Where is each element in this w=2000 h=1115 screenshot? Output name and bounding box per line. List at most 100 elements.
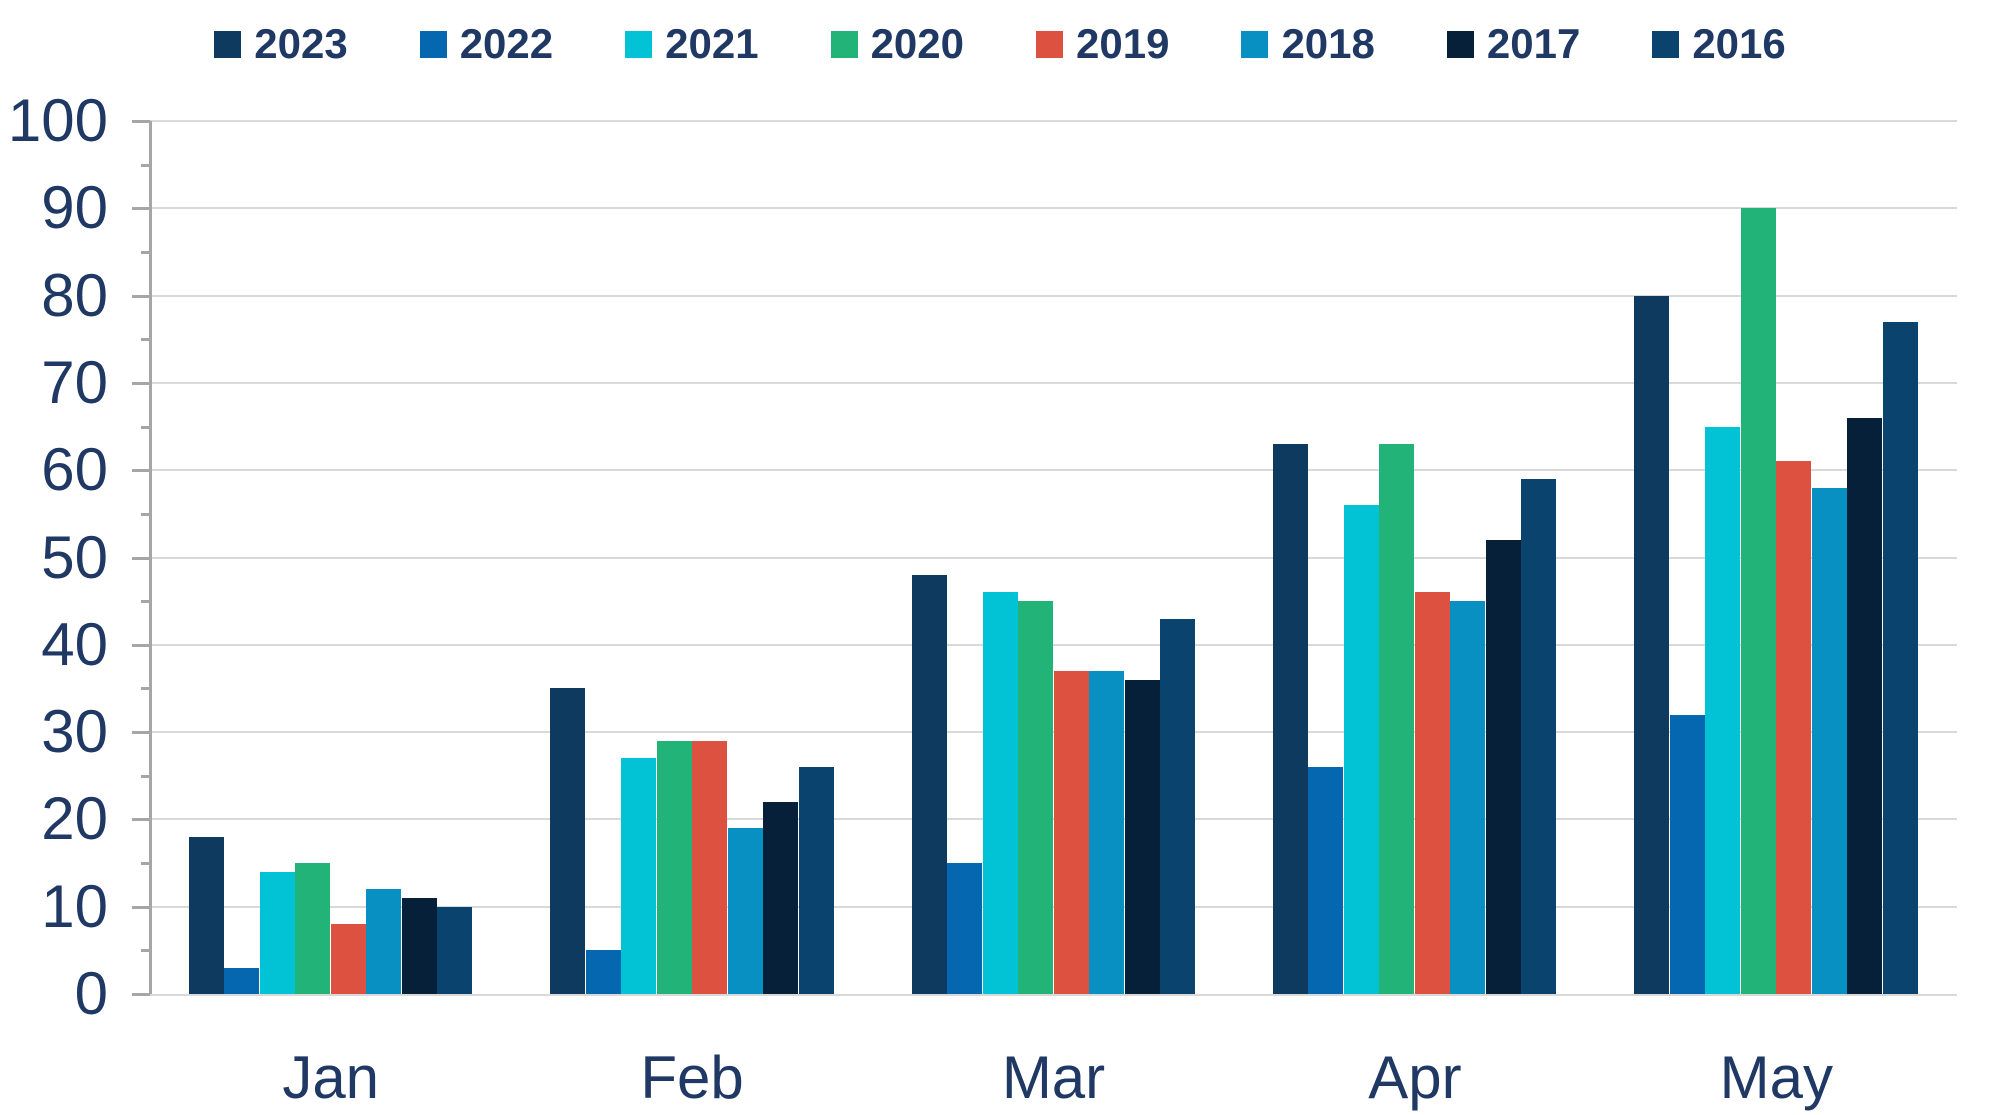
x-axis-label-May: May	[1719, 1044, 1833, 1111]
y-tick-minor	[141, 774, 150, 778]
bar-2022-May	[1669, 714, 1705, 994]
bar-2022-Mar	[947, 863, 982, 994]
x-axis-label-Feb: Feb	[640, 1044, 744, 1111]
bar-2019-Apr	[1414, 592, 1450, 994]
bar-2023-May	[1634, 295, 1670, 994]
legend-swatch-icon	[1446, 30, 1474, 58]
bar-2023-Feb	[550, 688, 586, 994]
legend-label: 2020	[870, 20, 964, 67]
y-tick-minor	[141, 862, 150, 866]
y-axis-label: 60	[41, 436, 108, 504]
y-axis-label: 30	[41, 698, 108, 766]
bar-2017-Feb	[763, 801, 799, 994]
y-gridline	[150, 207, 1957, 210]
y-tick-minor	[141, 949, 150, 953]
legend-label: 2022	[459, 20, 554, 67]
bar-2018-Mar	[1089, 670, 1124, 994]
y-tick-major	[132, 120, 150, 123]
y-tick-minor	[141, 250, 150, 254]
bar-2021-Jan	[259, 871, 295, 994]
bar-2017-May	[1847, 417, 1883, 994]
bar-2021-Feb	[621, 758, 657, 994]
legend-label: 2018	[1281, 20, 1375, 67]
y-tick-major	[132, 905, 150, 909]
bar-2021-Apr	[1343, 505, 1379, 994]
bar-2016-May	[1882, 321, 1918, 994]
legend-item-2018: 2018	[1241, 20, 1375, 67]
chart-legend: 2023 2022 2021 2020 2019 2018 2017 2016	[0, 14, 2000, 74]
x-axis-label-Apr: Apr	[1368, 1044, 1462, 1111]
legend-swatch-icon	[625, 30, 653, 58]
legend-swatch-icon	[419, 30, 447, 58]
bar-2016-Jan	[437, 906, 473, 994]
bar-2021-May	[1705, 426, 1741, 994]
x-axis-label-Jan: Jan	[282, 1044, 380, 1111]
bar-2018-Jan	[366, 889, 402, 994]
legend-item-2020: 2020	[830, 20, 964, 67]
bar-2016-Apr	[1521, 478, 1557, 994]
bar-2018-Apr	[1450, 601, 1486, 994]
legend-label: 2017	[1486, 20, 1581, 67]
bar-2023-Apr	[1272, 444, 1308, 994]
bar-2020-Apr	[1379, 444, 1415, 994]
legend-swatch-icon	[830, 30, 858, 58]
y-axis-label: 20	[41, 785, 108, 853]
legend-swatch-icon	[1036, 30, 1063, 58]
legend-label: 2019	[1076, 20, 1170, 67]
x-axis-baseline	[150, 994, 1957, 996]
legend-item-2016: 2016	[1652, 20, 1786, 67]
legend-swatch-icon	[1241, 30, 1269, 58]
y-gridline	[150, 120, 1957, 122]
bar-2020-Feb	[656, 740, 692, 994]
y-tick-minor	[141, 512, 150, 516]
bar-2016-Mar	[1160, 618, 1195, 994]
bar-2022-Feb	[585, 950, 621, 994]
bar-2016-Feb	[798, 767, 834, 994]
y-gridline	[150, 469, 1957, 472]
y-axis-label: 100	[7, 87, 108, 154]
bar-2022-Jan	[224, 967, 260, 994]
bar-2021-Mar	[982, 592, 1018, 994]
bar-2018-Feb	[727, 828, 763, 994]
bar-2019-Feb	[692, 740, 728, 994]
y-tick-major	[132, 207, 150, 211]
y-tick-minor	[141, 425, 150, 429]
bar-2017-Jan	[401, 897, 437, 994]
bar-2017-Mar	[1124, 679, 1160, 994]
y-tick-major	[132, 556, 150, 560]
legend-item-2017: 2017	[1446, 20, 1581, 67]
legend-label: 2016	[1692, 20, 1786, 67]
y-gridline	[150, 556, 1957, 559]
y-tick-major	[132, 469, 150, 473]
bar-2019-Mar	[1053, 670, 1089, 994]
y-axis-label: 10	[41, 872, 108, 940]
legend-label: 2021	[665, 20, 759, 67]
legend-item-2019: 2019	[1036, 23, 1169, 65]
bar-2019-Jan	[330, 924, 366, 994]
legend-label: 2023	[254, 20, 348, 67]
bar-2022-Apr	[1308, 767, 1344, 994]
y-tick-minor	[141, 338, 150, 342]
y-axis-line	[149, 121, 152, 996]
bar-2023-Mar	[911, 574, 947, 994]
bar-2019-May	[1776, 461, 1812, 994]
y-axis-label: 0	[74, 960, 108, 1027]
y-tick-major	[132, 643, 150, 647]
y-gridline	[150, 381, 1957, 384]
y-axis-label: 90	[41, 174, 108, 242]
y-axis-label: 70	[41, 348, 108, 416]
y-tick-major	[132, 993, 150, 996]
y-gridline	[150, 294, 1957, 297]
y-tick-minor	[141, 600, 150, 604]
bar-2023-Jan	[188, 836, 224, 994]
y-tick-major	[132, 294, 150, 298]
x-axis-label-Mar: Mar	[1001, 1044, 1106, 1111]
bar-2018-May	[1811, 487, 1847, 994]
y-gridline	[150, 643, 1957, 646]
y-axis-label: 40	[41, 610, 108, 678]
y-tick-minor	[141, 687, 150, 691]
y-tick-minor	[141, 163, 150, 167]
bar-2020-Jan	[295, 863, 331, 994]
